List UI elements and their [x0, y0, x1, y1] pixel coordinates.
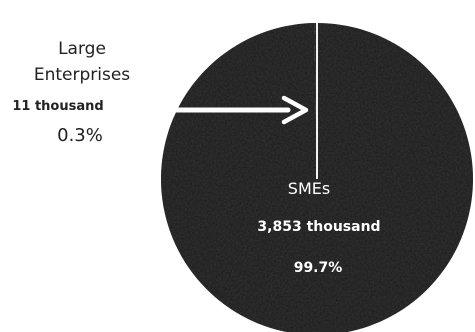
smes-label: SMEs: [288, 179, 330, 198]
pie-group: [161, 23, 473, 332]
large-enterprises-percent-label: 0.3%: [57, 125, 103, 146]
smes-percent-label: 99.7%: [294, 260, 343, 276]
pie-labels: Large Enterprises 11 thousand 0.3% SMEs 3,853…: [12, 39, 380, 276]
large-enterprises-label-line2: Enterprises: [34, 65, 130, 85]
large-enterprises-count-label: 11 thousand: [12, 99, 103, 114]
large-enterprises-label-line1: Large: [58, 39, 106, 59]
callout-arrow-head: [281, 95, 309, 125]
smes-count-label: 3,853 thousand: [257, 219, 380, 235]
